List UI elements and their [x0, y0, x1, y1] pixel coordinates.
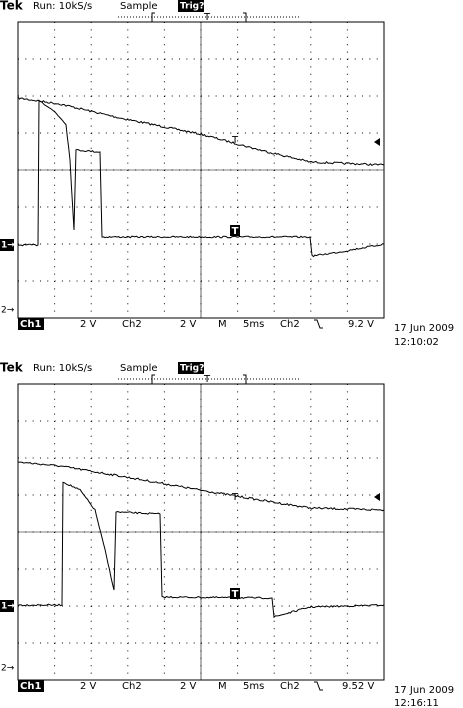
ch1-ref-box — [0, 600, 14, 612]
ch1-scale: 2 V — [80, 681, 97, 692]
ch1-trace-marker: T — [232, 589, 239, 600]
trig-level-arrow — [374, 138, 380, 146]
ch2-trace — [18, 461, 385, 512]
trig-source: Ch2 — [280, 681, 300, 692]
ch1-label-box — [18, 318, 44, 330]
m: M — [218, 319, 227, 330]
trigger-position: T — [203, 12, 211, 23]
trigger-position: T — [203, 374, 211, 385]
trig-source: Ch2 — [280, 319, 300, 330]
ch2-trace-marker: T — [231, 492, 239, 503]
ch1-trace — [17, 481, 385, 619]
timebase: 5ms — [243, 319, 264, 330]
falling-edge — [314, 319, 323, 329]
time: 12:16:11 — [394, 698, 439, 708]
ch2: Ch2 — [122, 319, 142, 330]
time: 12:10:02 — [394, 337, 439, 348]
timebase: 5ms — [243, 681, 264, 692]
brand: Tek — [0, 0, 24, 13]
ch2-scale: 2 V — [180, 319, 197, 330]
ch1-ref: 1→ — [1, 602, 15, 612]
ch2: Ch2 — [122, 681, 142, 692]
trig-status: Trig? — [180, 2, 204, 12]
trig-box — [178, 362, 204, 374]
trig-level-arrow — [374, 493, 380, 501]
acq-mode: Sample — [120, 1, 158, 12]
trig-level: 9.52 V — [342, 681, 374, 692]
m: M — [218, 681, 227, 692]
trig-box — [178, 0, 204, 12]
ch1-ref: 1→ — [1, 241, 15, 251]
trig-status: Trig? — [180, 364, 204, 374]
ch2-ref: 2→ — [1, 306, 15, 316]
ch1-trace-marker: T — [232, 226, 239, 237]
ch2-ref: 2→ — [1, 664, 15, 674]
date: 17 Jun 2009 — [394, 685, 454, 696]
ch1-label: Ch1 — [20, 319, 41, 330]
ch1-marker-box — [230, 225, 240, 236]
acq-rate: Run: 10kS/s — [33, 363, 92, 374]
ch1-label: Ch1 — [20, 681, 41, 692]
acq-mode: Sample — [120, 363, 158, 374]
ch1-trace — [17, 99, 385, 258]
date: 17 Jun 2009 — [394, 323, 454, 334]
trig-level: 9.2 V — [348, 319, 374, 330]
ch2-trace — [17, 96, 385, 167]
ch1-marker-box — [230, 588, 240, 599]
ch1-ref-box — [0, 239, 14, 251]
ch1-label-box — [18, 680, 44, 692]
ch2-trace-marker: T — [231, 135, 239, 146]
falling-edge — [314, 681, 323, 691]
brand: Tek — [0, 361, 24, 375]
ch2-scale: 2 V — [180, 681, 197, 692]
ch1-scale: 2 V — [80, 319, 97, 330]
acq-rate: Run: 10kS/s — [33, 1, 92, 12]
